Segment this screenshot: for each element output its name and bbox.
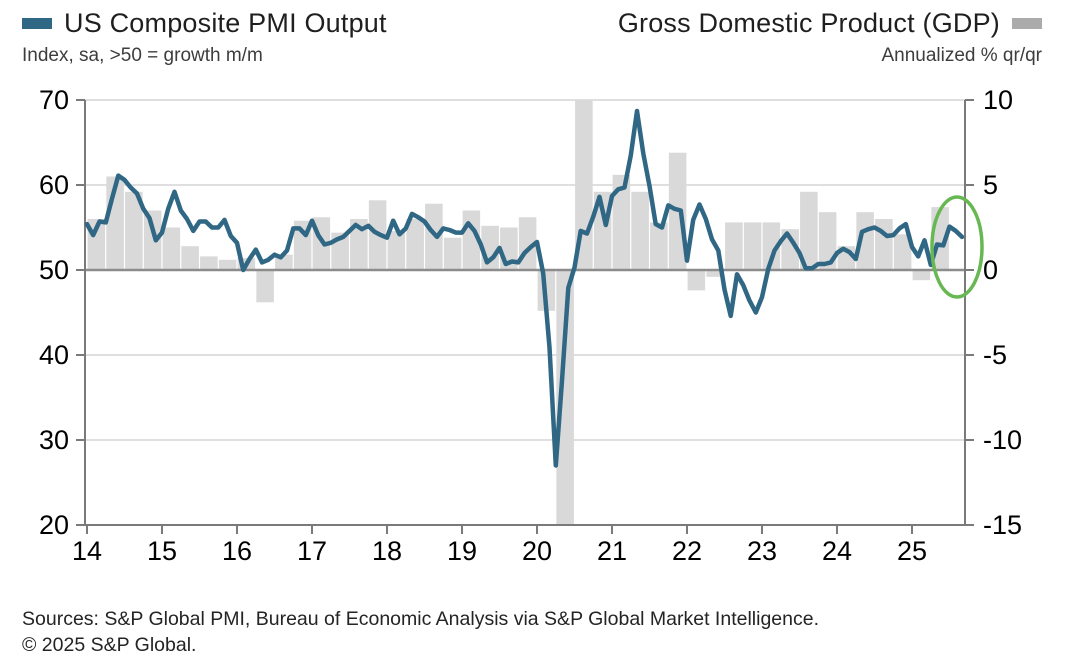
x-axis-tick-label: 22 [672, 536, 702, 566]
gdp-bar [387, 230, 406, 270]
left-axis-tick-label: 70 [39, 85, 69, 115]
pmi-legend-swatch [22, 18, 52, 29]
pmi-line [84, 108, 965, 468]
gdp-bar [725, 222, 743, 270]
right-axis-tick-label: 0 [983, 255, 998, 285]
gdp-bar [406, 219, 424, 270]
x-axis-tick-label: 15 [147, 536, 177, 566]
gdp-bar [350, 219, 368, 270]
gdp-bar [181, 246, 199, 270]
legend-right: Gross Domestic Product (GDP) [618, 8, 1042, 39]
x-axis-tick-label: 19 [447, 536, 477, 566]
left-axis-tick-label: 20 [39, 510, 69, 540]
right-axis-tick-label: 10 [983, 85, 1013, 115]
gdp-bar [425, 203, 443, 270]
gdp-bar [875, 219, 893, 270]
gdp-bar [800, 191, 818, 270]
gdp-bar [743, 222, 762, 270]
x-axis-tick-label: 24 [822, 536, 852, 566]
x-axis-tick-label: 21 [597, 536, 627, 566]
copyright-line: © 2025 S&P Global. [22, 634, 197, 656]
gdp-bar [893, 234, 912, 270]
gdp-bar [762, 222, 781, 270]
gdp-bar [556, 270, 574, 525]
pmi-subtitle: Index, sa, >50 = growth m/m [22, 45, 263, 66]
x-axis-tick-label: 25 [897, 536, 927, 566]
gdp-series-title: Gross Domestic Product (GDP) [617, 8, 1000, 38]
x-axis-tick-label: 23 [747, 536, 777, 566]
highlight-ellipse [930, 195, 984, 299]
x-axis-tick-label: 14 [72, 536, 102, 566]
legend-left: US Composite PMI Output [22, 8, 387, 39]
header-left: US Composite PMI Output Index, sa, >50 =… [22, 8, 387, 67]
gdp-bar [200, 256, 218, 270]
left-axis-tick-label: 40 [39, 340, 69, 370]
header-right: Gross Domestic Product (GDP) Annualized … [618, 8, 1042, 67]
gdp-bar [781, 229, 799, 270]
gdp-bar [631, 191, 649, 270]
right-axis-tick-label: -15 [983, 510, 1022, 540]
gdp-bar [443, 237, 462, 270]
gdp-bar [612, 174, 631, 270]
gdp-bar [162, 227, 181, 270]
left-axis-tick-label: 60 [39, 170, 69, 200]
right-axis-tick-label: -5 [983, 340, 1007, 370]
pmi-series-title: US Composite PMI Output [64, 8, 387, 38]
gdp-bar [706, 270, 724, 277]
gdp-bar [687, 270, 706, 291]
gdp-bar [912, 270, 931, 281]
sources-line: Sources: S&P Global PMI, Bureau of Econo… [22, 608, 820, 630]
gdp-bar [650, 222, 668, 270]
gdp-bar [818, 212, 837, 270]
x-axis-tick-label: 20 [522, 536, 552, 566]
x-axis-tick-label: 18 [372, 536, 402, 566]
left-axis-tick-label: 50 [39, 255, 69, 285]
gdp-bar [125, 191, 143, 270]
gdp-subtitle: Annualized % qr/qr [881, 45, 1042, 66]
gdp-bar [256, 270, 274, 303]
footer: Sources: S&P Global PMI, Bureau of Econo… [22, 606, 819, 657]
x-axis-tick-label: 17 [297, 536, 327, 566]
x-axis-tick-label: 16 [222, 536, 252, 566]
gdp-legend-swatch [1012, 18, 1042, 29]
left-axis-tick-label: 30 [39, 425, 69, 455]
gdp-bar [218, 259, 237, 270]
right-axis-tick-label: 5 [983, 170, 998, 200]
gdp-bar [143, 210, 162, 270]
right-axis-tick-label: -10 [983, 425, 1022, 455]
